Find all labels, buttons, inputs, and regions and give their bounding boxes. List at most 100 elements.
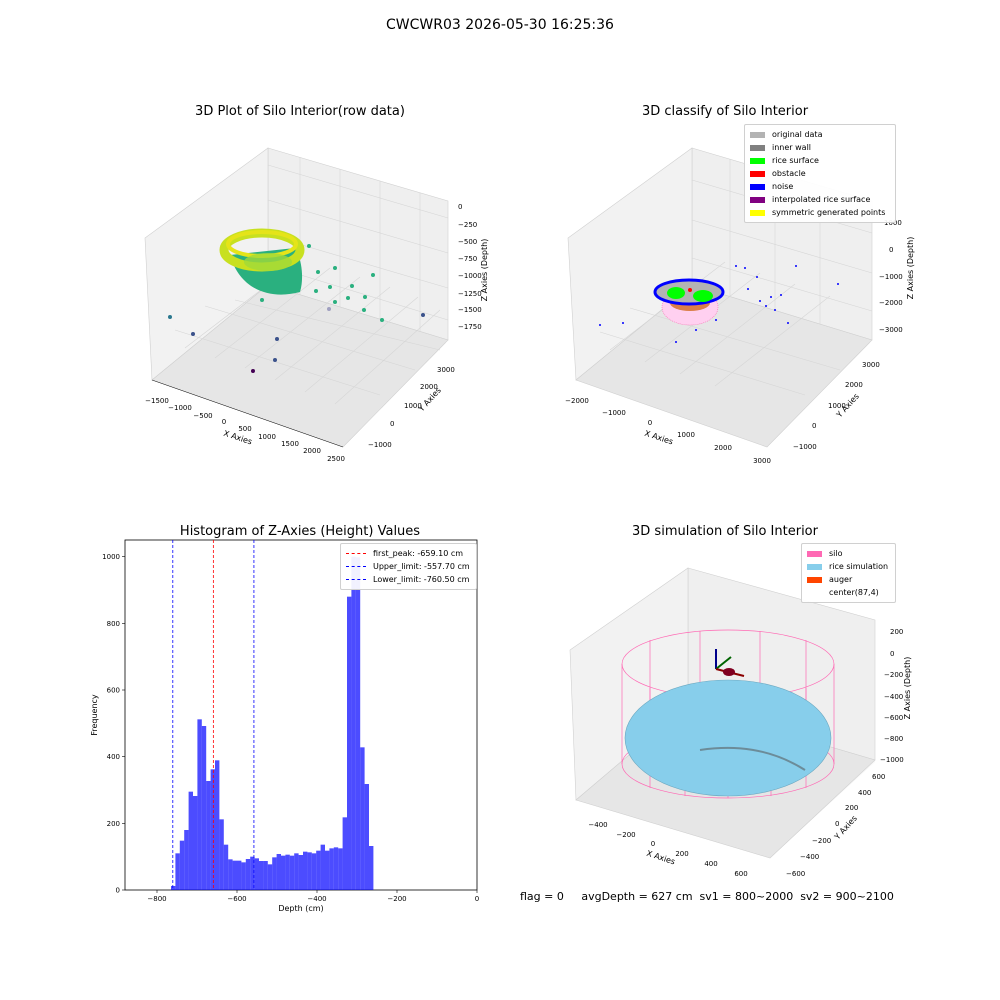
svg-text:−1000: −1000 bbox=[602, 409, 626, 417]
legend-swatch bbox=[750, 170, 765, 177]
panel4-zlabel: Z Axies (Depth) bbox=[903, 657, 912, 720]
svg-text:400: 400 bbox=[858, 789, 871, 797]
histogram-xtick-label: 0 bbox=[475, 895, 479, 903]
legend-item: rice surface bbox=[750, 154, 890, 167]
histogram-legend: first_peak: -659.10 cm Upper_limit: -557… bbox=[340, 543, 477, 590]
panel4-xlabel: X Axies bbox=[645, 849, 676, 867]
legend-item: obstacle bbox=[750, 167, 890, 180]
svg-text:−1000: −1000 bbox=[458, 272, 482, 280]
svg-text:−2000: −2000 bbox=[879, 299, 903, 307]
panel2-xlabel: X Axies bbox=[643, 429, 674, 447]
svg-text:−400: −400 bbox=[884, 693, 903, 701]
legend-swatch bbox=[750, 144, 765, 151]
histogram-bar bbox=[259, 861, 264, 890]
histogram-xticks: −800 −600 −400 −200 0 bbox=[147, 890, 479, 903]
histogram-bar bbox=[188, 791, 193, 890]
svg-text:−1750: −1750 bbox=[458, 323, 482, 331]
histogram-axes bbox=[124, 539, 478, 891]
legend-line bbox=[346, 566, 366, 567]
svg-text:1000: 1000 bbox=[828, 402, 846, 410]
svg-text:200: 200 bbox=[890, 628, 903, 636]
histogram-title: Histogram of Z-Axies (Height) Values bbox=[179, 524, 421, 539]
svg-text:3000: 3000 bbox=[437, 366, 455, 374]
histogram-bar bbox=[267, 864, 273, 890]
histogram-bar bbox=[179, 840, 185, 890]
svg-text:0: 0 bbox=[458, 203, 462, 211]
legend-item: center(87,4) bbox=[807, 586, 890, 599]
svg-text:0: 0 bbox=[651, 840, 655, 848]
svg-text:1500: 1500 bbox=[281, 440, 299, 448]
histogram-bar bbox=[272, 857, 277, 890]
figure-title: CWCWR03 2026-05-30 16:25:36 bbox=[386, 17, 614, 33]
svg-text:−600: −600 bbox=[884, 714, 903, 722]
svg-text:−500: −500 bbox=[193, 412, 212, 420]
histogram-bar bbox=[360, 747, 365, 890]
panel1-title: 3D Plot of Silo Interior(row data) bbox=[195, 104, 405, 119]
histogram-ytick-label: 1000 bbox=[102, 553, 120, 561]
legend-item: auger bbox=[807, 573, 890, 586]
histogram-bar bbox=[285, 854, 290, 890]
legend-swatch bbox=[807, 550, 822, 557]
histogram-xtick-label: −600 bbox=[227, 895, 246, 903]
panel2-legend: original data inner wall rice surface ob… bbox=[744, 124, 896, 223]
histogram-ytick-label: 800 bbox=[107, 620, 120, 628]
svg-text:1000: 1000 bbox=[258, 433, 276, 441]
legend-item: rice simulation bbox=[807, 560, 890, 573]
svg-text:1000: 1000 bbox=[884, 219, 902, 227]
legend-item: interpolated rice surface bbox=[750, 193, 890, 206]
histogram-bar bbox=[263, 861, 268, 890]
histogram-bar bbox=[307, 852, 312, 890]
panel1-point-cloud bbox=[168, 228, 425, 373]
histogram-ytick-label: 600 bbox=[107, 687, 120, 695]
svg-text:600: 600 bbox=[872, 773, 885, 781]
panel4-xticks: −400 −200 0 200 400 600 bbox=[588, 821, 747, 878]
legend-swatch bbox=[807, 576, 822, 583]
legend-item: noise bbox=[750, 180, 890, 193]
histogram-bar bbox=[369, 846, 374, 890]
svg-text:−400: −400 bbox=[800, 853, 819, 861]
svg-text:0: 0 bbox=[222, 418, 226, 426]
legend-item: silo bbox=[807, 547, 890, 560]
status-line: flag = 0 avgDepth = 627 cm sv1 = 800~200… bbox=[520, 890, 894, 903]
legend-swatch bbox=[750, 209, 765, 216]
histogram-bar bbox=[294, 853, 299, 890]
panel1-3d-axes bbox=[144, 147, 449, 448]
svg-text:0: 0 bbox=[835, 820, 839, 828]
histogram-bar bbox=[329, 848, 334, 890]
legend-item: Lower_limit: -760.50 cm bbox=[346, 573, 471, 586]
histogram-bar bbox=[338, 848, 343, 890]
histogram-bar bbox=[364, 784, 369, 890]
legend-swatch bbox=[807, 563, 822, 570]
histogram-bar bbox=[232, 860, 237, 890]
legend-swatch bbox=[750, 196, 765, 203]
legend-swatch bbox=[750, 157, 765, 164]
legend-item: Upper_limit: -557.70 cm bbox=[346, 560, 471, 573]
histogram-bar bbox=[347, 596, 352, 890]
legend-swatch bbox=[807, 589, 822, 596]
histogram-bar bbox=[197, 719, 202, 890]
histogram-bar bbox=[320, 844, 325, 890]
panel4-title: 3D simulation of Silo Interior bbox=[632, 524, 818, 539]
histogram-bar bbox=[303, 851, 308, 890]
histogram-bar bbox=[289, 855, 295, 890]
svg-text:−1000: −1000 bbox=[368, 441, 392, 449]
histogram-bar bbox=[351, 556, 356, 890]
histogram-ytick-label: 200 bbox=[107, 820, 120, 828]
histogram-bar bbox=[276, 854, 281, 890]
svg-text:−200: −200 bbox=[884, 671, 903, 679]
histogram-bar bbox=[193, 796, 198, 890]
svg-text:−750: −750 bbox=[458, 255, 477, 263]
svg-text:−1250: −1250 bbox=[458, 290, 482, 298]
legend-item: original data bbox=[750, 128, 890, 141]
histogram-bar bbox=[206, 781, 211, 890]
panel4-zticks: 200 0 −200 −400 −600 −800 −1000 bbox=[880, 628, 904, 764]
svg-text:−1000: −1000 bbox=[880, 756, 904, 764]
svg-text:2500: 2500 bbox=[327, 455, 345, 463]
histogram-bar bbox=[281, 855, 286, 890]
svg-text:−200: −200 bbox=[812, 837, 831, 845]
histogram-xtick-label: −400 bbox=[307, 895, 326, 903]
histogram-bars bbox=[171, 556, 374, 890]
svg-text:200: 200 bbox=[675, 850, 688, 858]
histogram-xlabel: Depth (cm) bbox=[278, 904, 323, 913]
svg-text:−800: −800 bbox=[884, 735, 903, 743]
